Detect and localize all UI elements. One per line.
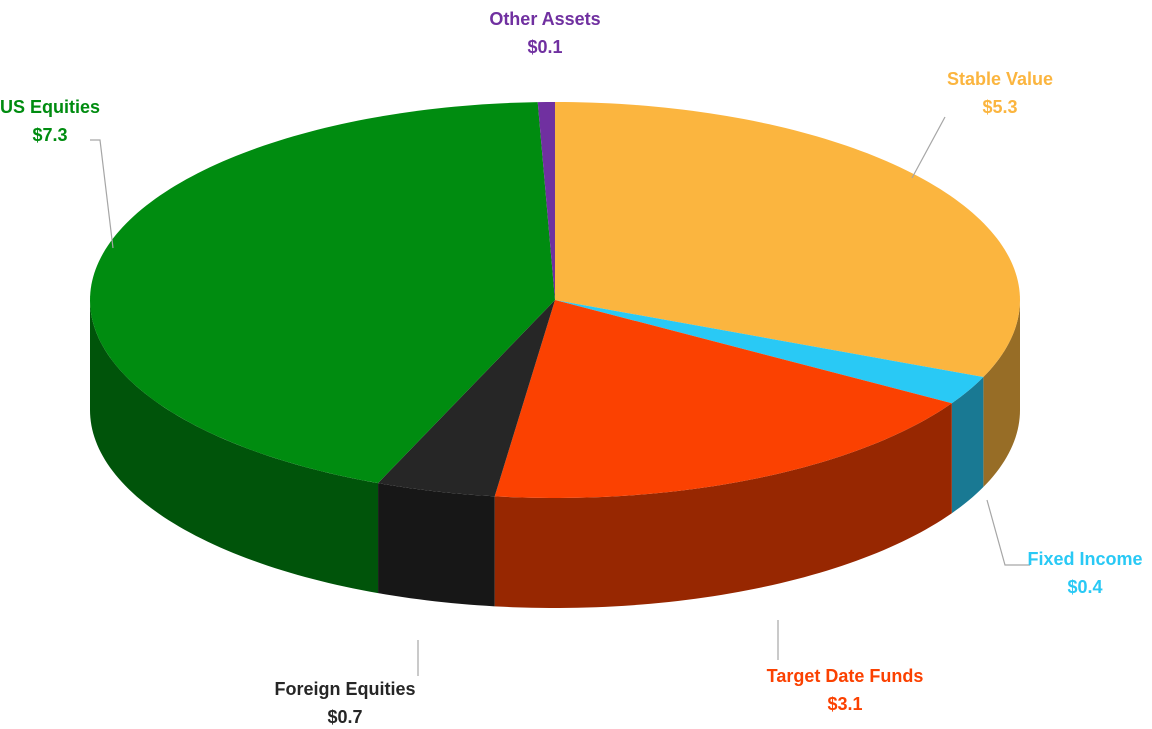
slice-side: [951, 377, 984, 514]
slice-label: Stable Value: [947, 69, 1053, 89]
slice: [555, 102, 1020, 378]
slice-side: [378, 483, 495, 607]
slice-label: Fixed Income: [1027, 549, 1142, 569]
leader-line: [986, 499, 1030, 566]
slice-label: US Equities: [0, 97, 100, 117]
slice: [494, 300, 952, 498]
leader-line: [911, 116, 946, 179]
slice-value-label: $0.7: [327, 707, 362, 727]
slice-label: Foreign Equities: [274, 679, 415, 699]
slice-side: [983, 300, 1020, 488]
slice-value-label: $7.3: [32, 125, 67, 145]
slice: [555, 300, 984, 404]
slice: [90, 102, 555, 484]
slice-value-label: $0.4: [1067, 577, 1102, 597]
leader-line: [90, 139, 114, 249]
slice: [378, 300, 555, 497]
slice-value-label: $3.1: [827, 694, 862, 714]
slice-value-label: $5.3: [982, 97, 1017, 117]
slice-label: Target Date Funds: [767, 666, 924, 686]
slice-label: Other Assets: [489, 9, 600, 29]
slice-side: [494, 403, 952, 608]
slice-value-label: $0.1: [527, 37, 562, 57]
slice-side: [90, 300, 379, 594]
slice: [537, 102, 555, 300]
